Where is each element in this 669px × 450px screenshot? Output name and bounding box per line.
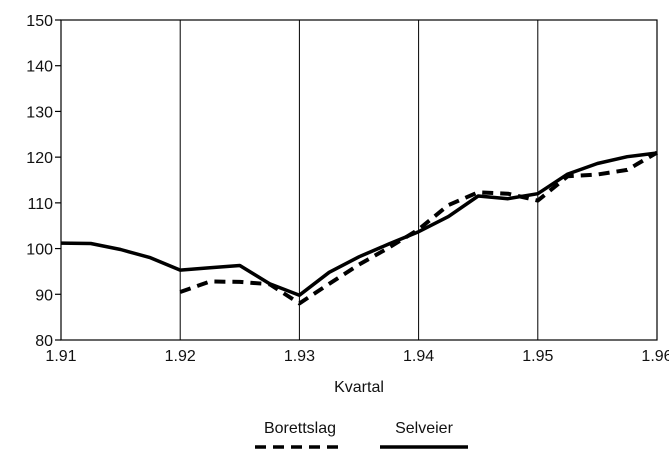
series-line-borettslag	[179, 150, 659, 306]
y-tick-label: 130	[26, 104, 53, 121]
x-tick-label: 1.94	[403, 348, 434, 365]
y-tick-label: 150	[26, 13, 53, 30]
plot-frame	[60, 19, 658, 341]
x-tick-label: 1.93	[284, 348, 315, 365]
x-tick-label: 1.92	[165, 348, 196, 365]
y-tick-label: 90	[35, 287, 53, 304]
x-tick-label: 1.91	[45, 348, 76, 365]
x-tick-label: 1.96	[641, 348, 669, 365]
y-tick-label: 110	[27, 196, 53, 213]
x-axis: 1.91 1.92 1.93 1.94 1.95 1.96	[45, 348, 669, 365]
legend-label: Borettslag	[264, 420, 336, 437]
grid-lines	[179, 20, 539, 340]
series-lines	[60, 150, 659, 306]
series-line-selveier	[60, 151, 658, 297]
y-tick-label: 120	[26, 150, 53, 167]
x-axis-title: Kvartal	[334, 379, 384, 396]
y-tick-label: 100	[26, 242, 53, 259]
y-axis: 80 90 100 110 120 130 140 150	[26, 13, 61, 350]
y-tick-label: 140	[26, 59, 53, 76]
x-tick-label: 1.95	[522, 348, 553, 365]
y-tick-label: 80	[35, 333, 53, 350]
legend: Borettslag Selveier	[255, 420, 468, 449]
legend-label: Selveier	[395, 420, 453, 437]
